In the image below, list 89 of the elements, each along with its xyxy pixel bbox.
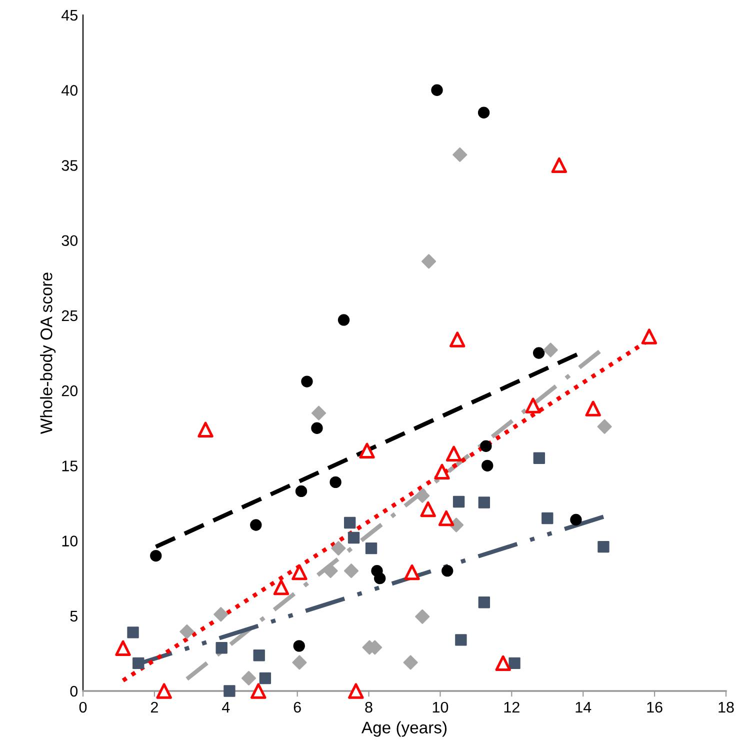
- x-tick-label: 8: [365, 702, 372, 713]
- point: [422, 254, 436, 269]
- y-tick-label: 10: [62, 536, 78, 546]
- point: [508, 657, 520, 670]
- point: [292, 564, 308, 580]
- point: [597, 419, 612, 434]
- point: [348, 532, 360, 544]
- point: [431, 84, 443, 96]
- point: [495, 655, 511, 672]
- point: [259, 672, 272, 684]
- point: [301, 376, 313, 388]
- y-axis-title: Whole-body OA score: [40, 272, 56, 434]
- point: [292, 655, 307, 670]
- x-tick-label: 4: [222, 702, 230, 712]
- point: [452, 147, 468, 162]
- point: [446, 446, 462, 462]
- x-tick-label: 12: [504, 702, 520, 712]
- point: [374, 572, 386, 584]
- x-tick-label: 6: [294, 702, 301, 713]
- point: [250, 519, 262, 531]
- point: [311, 406, 326, 420]
- y-tick-label: 45: [62, 10, 78, 21]
- x-tick-label: 10: [432, 702, 448, 713]
- point: [585, 400, 601, 416]
- x-axis-title: Age (years): [361, 721, 447, 737]
- point: [214, 607, 228, 622]
- point: [331, 541, 346, 556]
- point: [198, 422, 214, 438]
- y-tick-label: 15: [62, 460, 78, 472]
- point: [180, 624, 194, 639]
- point: [344, 516, 356, 529]
- point: [434, 464, 450, 480]
- point: [403, 655, 418, 670]
- point: [359, 442, 375, 458]
- point: [338, 314, 350, 326]
- y-tick-label: 40: [62, 84, 78, 96]
- point: [365, 542, 378, 554]
- point: [132, 657, 144, 670]
- y-tick-label: 25: [62, 310, 78, 322]
- point: [570, 514, 582, 526]
- point: [115, 640, 131, 656]
- point: [450, 332, 466, 348]
- point: [532, 347, 545, 359]
- point: [330, 476, 342, 488]
- point: [455, 634, 467, 646]
- point: [216, 642, 228, 654]
- point: [442, 564, 454, 577]
- x-tick-label: 18: [718, 702, 734, 713]
- point: [415, 609, 430, 624]
- x-tick-label: 0: [79, 702, 87, 713]
- point: [241, 670, 256, 686]
- point: [480, 440, 492, 452]
- y-tick-label: 20: [62, 385, 78, 396]
- point: [348, 683, 364, 699]
- point: [127, 626, 139, 638]
- point: [156, 683, 172, 699]
- point: [478, 596, 490, 608]
- point: [415, 488, 430, 503]
- x-tick-label: 16: [647, 702, 662, 713]
- point: [295, 485, 308, 498]
- point: [551, 157, 568, 174]
- point: [253, 650, 265, 662]
- point: [150, 550, 162, 562]
- y-tick-label: 5: [70, 610, 78, 622]
- point: [293, 640, 305, 652]
- point: [482, 460, 494, 472]
- point: [543, 342, 558, 358]
- point: [438, 510, 454, 526]
- point: [478, 106, 490, 118]
- y-tick-label: 35: [62, 160, 78, 171]
- point: [224, 685, 236, 697]
- point: [250, 683, 266, 699]
- point: [404, 564, 420, 580]
- point: [533, 452, 546, 464]
- point: [452, 496, 465, 508]
- y-tick-label: 0: [70, 686, 78, 697]
- point: [323, 564, 338, 578]
- point: [598, 540, 610, 553]
- point: [525, 398, 541, 414]
- point: [641, 328, 658, 344]
- point: [478, 496, 490, 508]
- point: [311, 422, 323, 434]
- x-tick-label: 14: [576, 702, 592, 712]
- y-tick-label: 30: [62, 235, 78, 246]
- x-tick-label: 2: [150, 702, 158, 712]
- point: [273, 580, 290, 596]
- point: [542, 512, 554, 524]
- point: [344, 564, 359, 578]
- point: [420, 501, 436, 518]
